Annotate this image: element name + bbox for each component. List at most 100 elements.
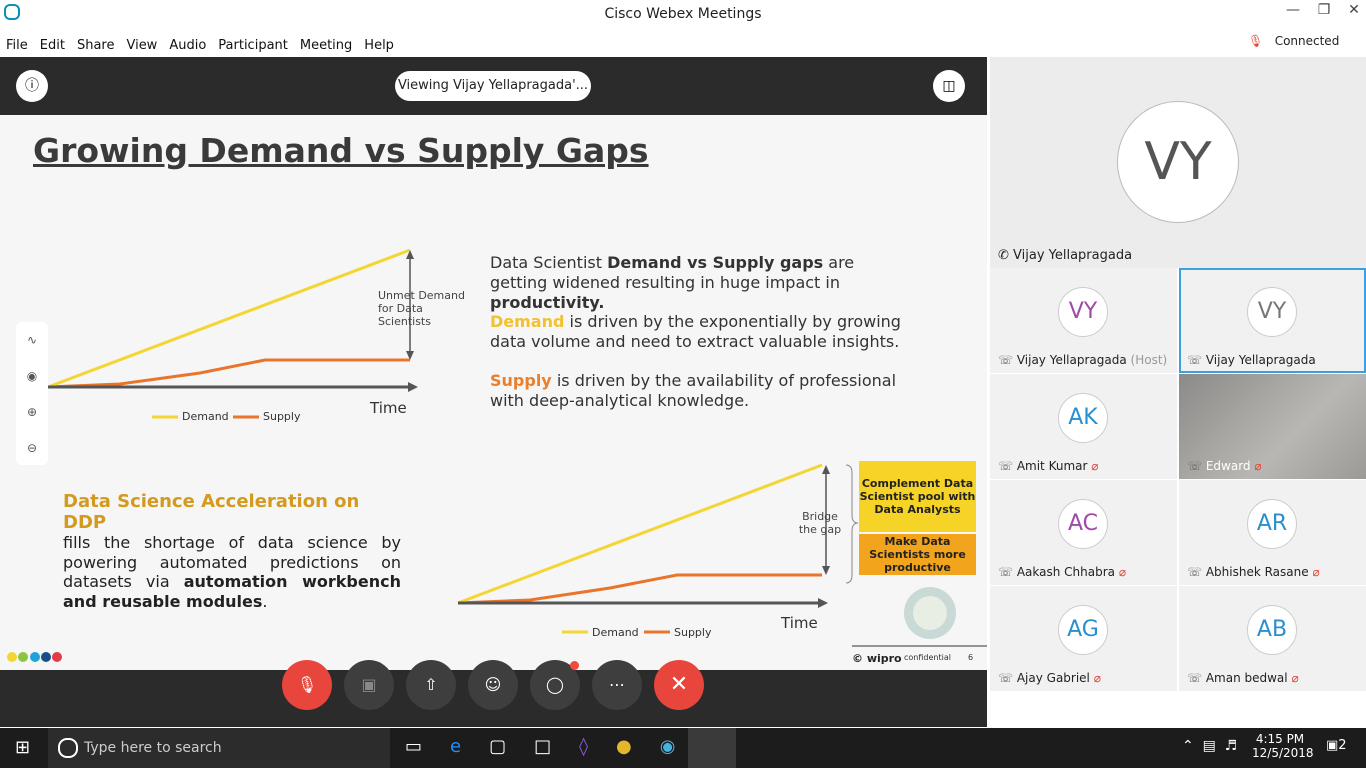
participant-name: ☏ Ajay Gabriel ⌀: [998, 671, 1101, 685]
participant-tile[interactable]: VY ☏ Vijay Yellapragada (Host): [990, 268, 1177, 373]
mute-button[interactable]: 🎙︎: [282, 660, 332, 710]
audio-icon: ☏: [1187, 671, 1206, 685]
name: Ajay Gabriel: [1016, 671, 1090, 685]
annotation-toolbar[interactable]: ∿ ◉ ⊕ ⊖: [16, 322, 48, 465]
share-button[interactable]: ⇧: [406, 660, 456, 710]
speaker-avatar: VY: [1117, 101, 1239, 223]
window-title: Cisco Webex Meetings: [604, 6, 762, 22]
slide-graphics: [7, 248, 987, 662]
point-2: Demand is driven by the exponentially by…: [490, 312, 910, 352]
legend-supply: Supply: [674, 626, 712, 639]
avatar: VY: [1058, 287, 1108, 337]
share-bar: ⓘ Viewing Vijay Yellapragada'... ◫: [0, 57, 987, 115]
text: .: [262, 591, 268, 611]
menu-bar: File Edit Share View Audio Participant Meeting…: [6, 34, 406, 53]
chart2-annotation: Bridge the gap: [798, 510, 842, 536]
menu-item[interactable]: View: [126, 38, 158, 53]
name: Edward: [1205, 459, 1251, 473]
menu-item[interactable]: Help: [364, 38, 394, 53]
muted-icon: ⌀: [1115, 565, 1127, 579]
muted-icon: ⌀: [1287, 671, 1299, 685]
avatar: AK: [1058, 393, 1108, 443]
box-complement: Complement Data Scientist pool with Data…: [859, 461, 976, 532]
avatar: VY: [1247, 287, 1297, 337]
participant-tile[interactable]: AC ☏ Aakash Chhabra ⌀: [990, 480, 1177, 585]
text: automation workbench and reusable module…: [63, 572, 401, 611]
text: Data Scientist: [490, 253, 608, 272]
audio-icon: ☏: [1187, 459, 1206, 473]
chart1-annotation: Unmet Demand for Data Scientists: [378, 289, 465, 328]
time: 4:15 PM: [1255, 732, 1305, 746]
name: Amit Kumar: [1016, 459, 1088, 473]
slide: Growing Demand vs Supply Gaps: [0, 115, 987, 670]
muted-icon: ⌀: [1308, 565, 1320, 579]
audio-icon: ☏: [998, 353, 1017, 367]
ddp-heading: Data Science Acceleration on DDP: [63, 491, 360, 533]
participant-tile[interactable]: ☏ Edward ⌀: [1179, 374, 1366, 479]
legend-demand: Demand: [592, 626, 639, 639]
text: fills the shortage of data science by po…: [63, 533, 401, 591]
more-button[interactable]: ⋯: [592, 660, 642, 710]
app-icon: [4, 4, 20, 20]
menu-item[interactable]: Participant: [218, 38, 288, 53]
participant-tile[interactable]: VY ☏ Vijay Yellapragada: [1179, 268, 1366, 373]
chart2-x-label: Time: [781, 614, 818, 632]
text: is driven by the exponentially by growin…: [490, 312, 901, 351]
role: (Host): [1130, 353, 1168, 367]
participant-tile[interactable]: AB ☏ Aman bedwal ⌀: [1179, 586, 1366, 691]
search-placeholder: Type here to search: [84, 740, 222, 756]
legend-supply: Supply: [263, 410, 301, 423]
text: is driven by the availability of profess…: [490, 371, 897, 410]
window-controls[interactable]: — ❐ ✕: [1286, 2, 1360, 18]
text: Supply: [490, 371, 552, 390]
menu-item[interactable]: Edit: [39, 38, 65, 53]
point-1: Data Scientist Demand vs Supply gaps are…: [490, 253, 910, 313]
name: Aman bedwal: [1205, 671, 1288, 685]
info-button[interactable]: ⓘ: [16, 70, 48, 102]
search-box[interactable]: Type here to search: [48, 728, 390, 768]
ddp-body: fills the shortage of data science by po…: [63, 533, 401, 611]
participant-tile[interactable]: AG ☏ Ajay Gabriel ⌀: [990, 586, 1177, 691]
point-3: Supply is driven by the availability of …: [490, 371, 910, 411]
chart1-x-label: Time: [370, 399, 407, 417]
participant-name: ☏ Amit Kumar ⌀: [998, 459, 1098, 473]
legend-demand: Demand: [182, 410, 229, 423]
muted-icon: ⌀: [1089, 671, 1101, 685]
participants-button[interactable]: ☺: [468, 660, 518, 710]
menu-item[interactable]: Audio: [169, 38, 207, 53]
audio-icon: ☏: [998, 459, 1017, 473]
notifications[interactable]: ▣2: [1326, 738, 1347, 753]
participant-tile[interactable]: AK ☏ Amit Kumar ⌀: [990, 374, 1177, 479]
status-text: Connected: [1274, 34, 1340, 48]
muted-icon: ⌀: [1250, 459, 1262, 473]
search-icon: [58, 738, 78, 758]
text: productivity.: [490, 293, 605, 312]
menu-item[interactable]: File: [6, 38, 28, 53]
menu-item[interactable]: Meeting: [299, 38, 353, 53]
text: Demand: [490, 312, 565, 331]
active-speaker: VY ✆ Vijay Yellapragada: [990, 57, 1366, 268]
taskbar-apps[interactable]: ▭e▢□◊●◉: [405, 736, 704, 757]
participant-tile[interactable]: AR ☏ Abhishek Rasane ⌀: [1179, 480, 1366, 585]
name: Aakash Chhabra: [1016, 565, 1116, 579]
menu-item[interactable]: Share: [76, 38, 115, 53]
chat-badge: [570, 661, 579, 670]
audio-icon: ☏: [1187, 353, 1206, 367]
slide-title: Growing Demand vs Supply Gaps: [33, 131, 649, 170]
chart1: [47, 248, 418, 419]
avatar: AC: [1058, 499, 1108, 549]
notification-count: 2: [1338, 738, 1347, 753]
panel-button[interactable]: ◫: [933, 70, 965, 102]
footer-page: 6: [968, 653, 974, 662]
video-button[interactable]: ▣: [344, 660, 394, 710]
system-tray[interactable]: ⌃ ▤ ♬: [1182, 738, 1238, 754]
audio-icon: ☏: [998, 565, 1017, 579]
audio-icon: ☏: [998, 671, 1017, 685]
box-productive: Make Data Scientists more productive: [859, 534, 976, 575]
participant-grid: VY ☏ Vijay Yellapragada (Host) VY ☏ Vijay Y…: [990, 268, 1366, 691]
viewing-label[interactable]: Viewing Vijay Yellapragada'...: [395, 71, 591, 101]
participant-name: ☏ Aakash Chhabra ⌀: [998, 565, 1126, 579]
leave-button[interactable]: ✕: [654, 660, 704, 710]
start-button[interactable]: ⊞: [15, 737, 31, 758]
